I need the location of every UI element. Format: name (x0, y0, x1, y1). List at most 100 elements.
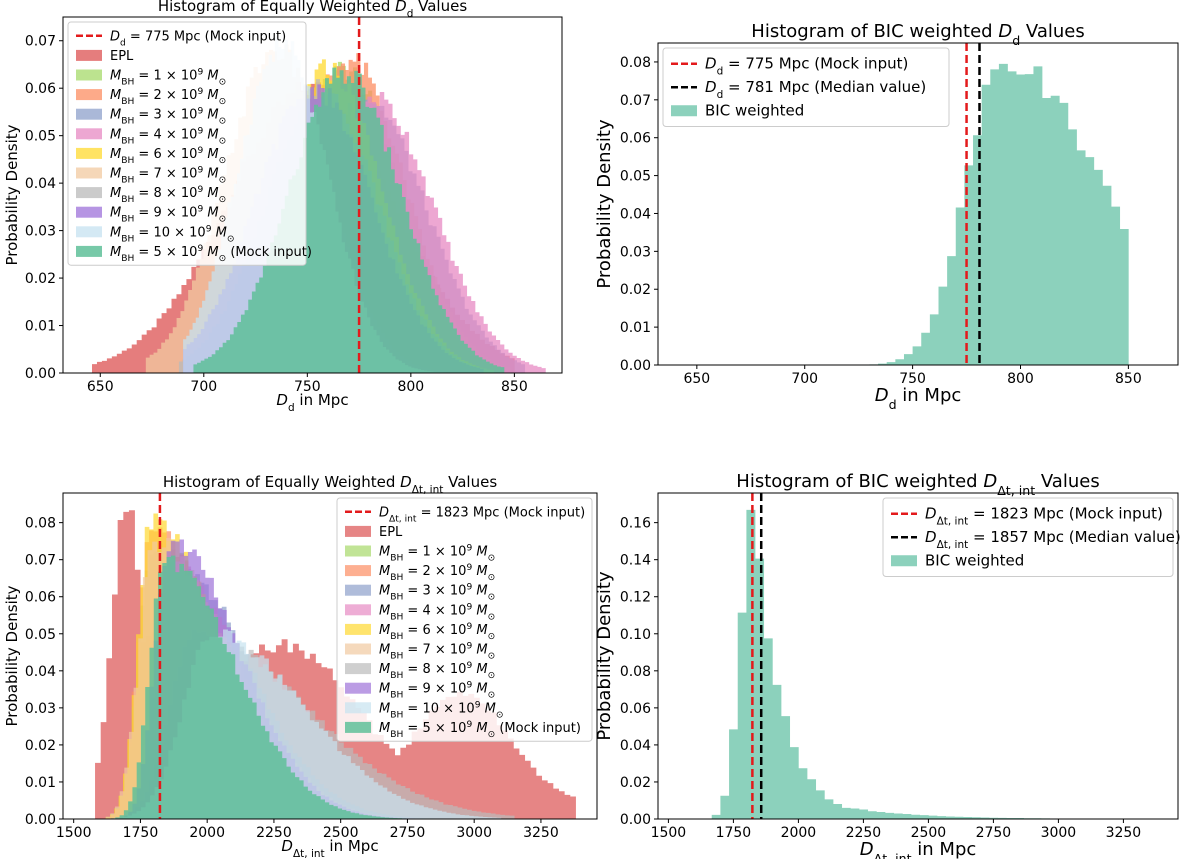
x-tick-label: 850 (501, 379, 528, 395)
y-tick-label: 0.16 (620, 516, 651, 532)
legend-label: MBH = 7 × 109 M⊙ (379, 642, 495, 662)
y-tick-label: 0.04 (25, 176, 56, 192)
x-tick-label: 1750 (123, 825, 159, 841)
histogram-series-1 (869, 63, 1129, 365)
legend-patch-swatch (76, 128, 102, 140)
legend-patch-swatch (345, 525, 371, 537)
y-tick-label: 0.08 (620, 664, 651, 680)
legend-label: MBH = 1 × 109 M⊙ (379, 544, 495, 564)
legend-patch-swatch (76, 187, 102, 199)
axes-frame (62, 492, 598, 820)
legend-patch-swatch (345, 663, 371, 675)
x-tick-label: 800 (1007, 371, 1034, 387)
y-axis-label: Probability Density (594, 119, 615, 289)
legend-label: BIC weighted (925, 551, 1024, 569)
y-tick-label: 0.04 (25, 664, 56, 680)
y-tick-label: 0.07 (620, 93, 651, 109)
legend-patch-swatch (76, 108, 102, 120)
histogram-bars (703, 509, 1085, 819)
legend-box (662, 47, 950, 127)
x-tick-label: 1750 (716, 825, 752, 841)
legend-patch-swatch (76, 69, 102, 81)
y-tick-label: 0.02 (25, 271, 56, 287)
y-tick-label: 0.06 (25, 81, 56, 97)
legend-label: MBH = 4 × 109 M⊙ (110, 126, 226, 146)
chart-panel-p1: 650 700 750 800 850 0.00 0.01 0.02 0.03 0.04 0.05 0… (3, 0, 563, 414)
legend-patch-swatch (345, 545, 371, 557)
legend-patch-swatch (76, 226, 102, 238)
legend-label: DΔt, int = 1823 Mpc (Mock input) (379, 505, 585, 524)
y-tick-label: 0.03 (25, 224, 56, 240)
x-axis-label: Dd in Mpc (276, 391, 348, 414)
chart-panel-p2: 650 700 750 800 850 0.00 0.01 0.02 0.03 0.04 0.05 0… (594, 21, 1179, 412)
legend-box (882, 497, 1174, 577)
legend-patch-swatch (76, 206, 102, 218)
legend-label: MBH = 6 × 109 M⊙ (110, 146, 226, 166)
x-tick-label: 3250 (523, 825, 559, 841)
histogram-series-11 (193, 67, 505, 373)
x-tick-label: 1500 (56, 825, 92, 841)
y-tick-label: 0.02 (620, 282, 651, 298)
legend-label: EPL (379, 525, 403, 540)
x-tick-label: 2750 (976, 825, 1012, 841)
x-tick-label: 2500 (911, 825, 947, 841)
y-tick-label: 0.08 (620, 55, 651, 71)
y-tick-label: 0.02 (620, 775, 651, 791)
legend-label: Dd = 775 Mpc (Mock input) (110, 29, 286, 48)
y-tick-label: 0.01 (25, 775, 56, 791)
y-axis-label: Probability Density (3, 124, 21, 265)
histogram-bars (869, 63, 1129, 365)
chart-title: Histogram of BIC weighted DΔt, int Value… (736, 471, 1099, 498)
legend-label: MBH = 8 × 109 M⊙ (379, 661, 495, 681)
histogram-bars (95, 510, 576, 819)
y-tick-label: 0.02 (25, 738, 56, 754)
legend-patch-swatch (345, 682, 371, 694)
x-tick-label: 2000 (781, 825, 817, 841)
legend-box (67, 21, 307, 266)
x-tick-label: 2500 (323, 825, 359, 841)
legend-patch-swatch (345, 643, 371, 655)
legend-patch-swatch (345, 623, 371, 635)
y-axis-label: Probability Density (3, 585, 21, 726)
x-tick-label: 700 (791, 371, 818, 387)
x-axis-label: DΔt, int in Mpc (860, 839, 977, 859)
y-tick-label: 0.07 (25, 553, 56, 569)
legend-label: MBH = 1 × 109 M⊙ (110, 68, 226, 88)
legend-patch-swatch (345, 584, 371, 596)
y-tick-label: 0.05 (25, 627, 56, 643)
y-tick-label: 0.04 (620, 738, 651, 754)
y-tick-label: 0.06 (25, 590, 56, 606)
y-tick-label: 0.08 (25, 516, 56, 532)
legend-label: MBH = 9 × 109 M⊙ (110, 205, 226, 225)
axes-frame (62, 16, 563, 374)
y-tick-label: 0.01 (25, 319, 56, 335)
axes-frame (657, 492, 1179, 820)
legend-label: MBH = 5 × 109 M⊙ (Mock input) (379, 720, 581, 740)
x-tick-label: 2000 (189, 825, 225, 841)
legend-patch-swatch (76, 245, 102, 257)
x-axis-label: Dd in Mpc (875, 385, 962, 412)
x-axis-label: DΔt, int in Mpc (281, 837, 378, 859)
legend-label: MBH = 9 × 109 M⊙ (379, 681, 495, 701)
y-tick-label: 0.06 (620, 701, 651, 717)
y-tick-label: 0.14 (620, 553, 651, 569)
legend-patch-swatch (345, 604, 371, 616)
legend: DΔt, int = 1823 Mpc (Mock input)EPL MBH =… (336, 497, 593, 742)
x-tick-label: 800 (397, 379, 424, 395)
x-tick-label: 2250 (846, 825, 882, 841)
legend-label: MBH = 4 × 109 M⊙ (379, 602, 495, 622)
x-tick-label: 750 (899, 371, 926, 387)
chart-panel-p4: 1500 1750 2000 2250 2500 2750 3000 3250 0.00 0.02… (594, 471, 1181, 859)
histogram-series-1 (703, 509, 1085, 819)
x-tick-label: 850 (1115, 371, 1142, 387)
legend-label: Dd = 775 Mpc (Mock input) (705, 54, 908, 77)
x-tick-label: 3250 (1106, 825, 1142, 841)
legend-patch-swatch (76, 167, 102, 179)
legend-patch-swatch (76, 49, 102, 61)
legend-label: MBH = 7 × 109 M⊙ (110, 166, 226, 186)
legend-label: MBH = 5 × 109 M⊙ (Mock input) (110, 244, 312, 264)
y-tick-label: 0.10 (620, 627, 651, 643)
legend-label: DΔt, int = 1823 Mpc (Mock input) (925, 504, 1163, 527)
legend-patch-swatch (345, 721, 371, 733)
legend-patch-swatch (345, 565, 371, 577)
